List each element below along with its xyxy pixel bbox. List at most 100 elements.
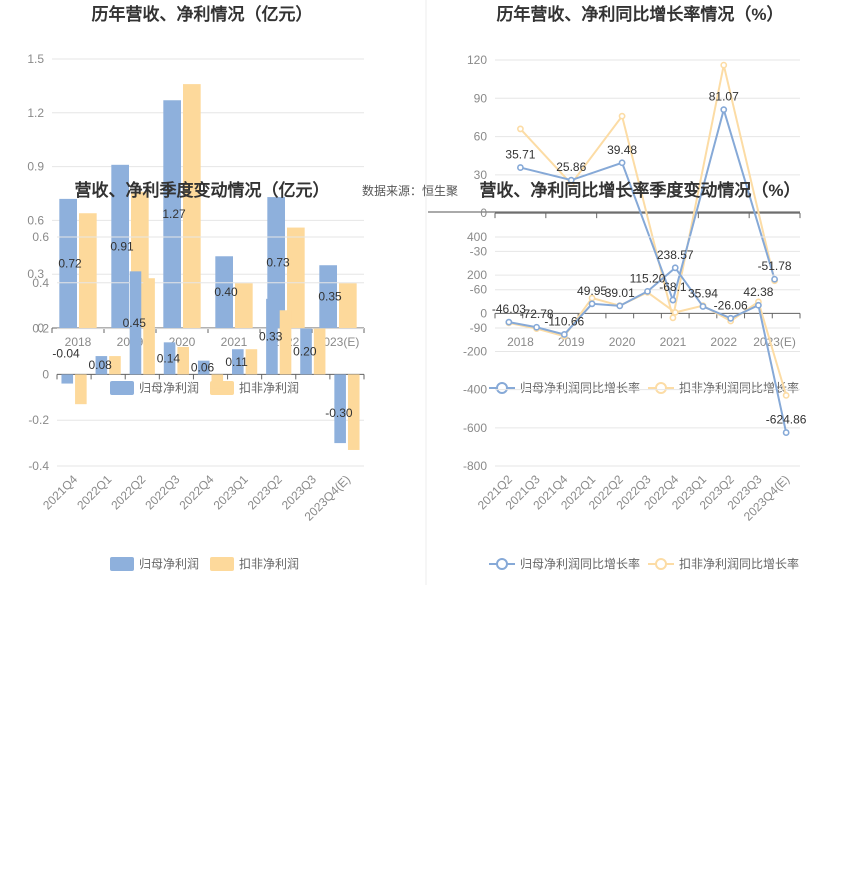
bar-parent-net-profit	[232, 349, 244, 375]
y-tick-label: -400	[463, 383, 487, 397]
legend-marker[interactable]	[655, 382, 667, 394]
y-tick-label: 0	[480, 206, 487, 220]
chart-title: 营收、净利季度变动情况（亿元）	[75, 180, 330, 200]
data-label: -72.78	[520, 307, 554, 321]
y-tick-label: -0.2	[28, 413, 49, 427]
bar-deducted-net-profit	[177, 346, 189, 375]
series-point	[671, 308, 679, 316]
legend-label[interactable]: 归母净利润	[139, 381, 199, 395]
y-tick-label: -0.4	[28, 459, 49, 473]
y-tick-label: 200	[467, 268, 487, 282]
y-tick-label: -600	[463, 421, 487, 435]
series-point	[567, 176, 575, 184]
y-tick-label: 0	[480, 306, 487, 320]
x-tick-label: 2022Q4	[177, 472, 217, 512]
legend-label[interactable]: 扣非净利润同比增长率	[679, 380, 799, 395]
y-tick-label: 0	[37, 321, 44, 335]
data-label: 0.73	[266, 256, 290, 270]
legend-marker[interactable]	[496, 382, 508, 394]
data-label: 0.35	[318, 290, 342, 304]
series-point	[671, 264, 679, 272]
bar-parent-net-profit	[267, 197, 285, 328]
series-point	[616, 302, 624, 310]
bar-parent-net-profit	[163, 100, 181, 328]
x-tick-label: 2018	[507, 335, 534, 349]
x-tick-label: 2022Q1	[74, 472, 114, 512]
series-point	[588, 300, 596, 308]
x-tick-label: 2022Q2	[108, 472, 148, 512]
y-tick-label: 0.6	[32, 230, 49, 244]
bar-deducted-net-profit	[313, 328, 326, 375]
data-label: 0.33	[259, 330, 283, 344]
y-tick-label: 0.3	[27, 267, 44, 281]
legend-marker[interactable]	[655, 558, 667, 570]
bar-parent-net-profit	[300, 328, 312, 375]
data-label: -110.66	[544, 314, 584, 328]
x-tick-label: 2021	[221, 335, 248, 349]
bar-deducted-net-profit	[143, 278, 155, 375]
y-tick-label: -800	[463, 459, 487, 473]
series-point	[755, 301, 762, 309]
series-line-deducted-growth	[519, 64, 776, 319]
x-tick-label: 2021	[660, 335, 687, 349]
y-tick-label: 60	[474, 130, 488, 144]
series-point	[727, 314, 735, 322]
legend-swatch[interactable]	[110, 557, 134, 571]
legend-label[interactable]: 扣非净利润	[239, 381, 299, 395]
x-tick-label: 2023Q1	[211, 472, 251, 512]
bar-parent-net-profit	[61, 374, 74, 384]
chart-title: 历年营收、净利情况（亿元）	[92, 4, 313, 24]
data-label: 42.38	[743, 285, 773, 299]
legend-label[interactable]: 归母净利润	[139, 557, 199, 571]
y-tick-label: 0.2	[32, 322, 49, 336]
data-label: -0.04	[52, 347, 80, 361]
y-tick-label: 1.2	[27, 106, 44, 120]
bar-deducted-net-profit	[279, 310, 292, 375]
x-tick-label: 2018	[65, 335, 92, 349]
bar-deducted-net-profit	[75, 374, 87, 405]
bar-deducted-net-profit	[183, 84, 201, 329]
x-tick-label: 2023Q2	[245, 472, 285, 512]
series-point	[699, 303, 707, 310]
chart-title: 营收、净利同比增长率季度变动情况（%）	[479, 180, 800, 200]
legend-label[interactable]: 归母净利润同比增长率	[520, 556, 640, 571]
series-point	[533, 323, 540, 331]
legend-label[interactable]: 归母净利润同比增长率	[520, 380, 640, 395]
series-point	[560, 331, 568, 338]
data-label: 0.72	[58, 256, 82, 270]
data-label: 39.01	[605, 286, 635, 300]
series-point	[782, 391, 790, 399]
y-tick-label: 0.6	[27, 213, 44, 227]
y-tick-label: 1.5	[27, 52, 44, 66]
data-label: -26.06	[714, 298, 748, 312]
series-point	[782, 429, 790, 436]
legend-swatch[interactable]	[210, 557, 234, 571]
bar-deducted-net-profit	[211, 374, 224, 389]
data-label: 0.14	[157, 351, 181, 365]
series-point	[771, 275, 778, 283]
data-label: 0.08	[88, 358, 112, 372]
bar-parent-net-profit	[266, 298, 278, 375]
bar-parent-net-profit	[163, 342, 176, 375]
data-label: 25.86	[556, 160, 586, 174]
bar-deducted-net-profit	[245, 349, 258, 375]
y-tick-label: -200	[463, 345, 487, 359]
legend-swatch[interactable]	[110, 381, 134, 395]
bar-parent-net-profit	[319, 265, 337, 328]
series-point	[618, 112, 626, 120]
legend-label[interactable]: 扣非净利润同比增长率	[679, 556, 799, 571]
bar-parent-net-profit	[111, 164, 129, 328]
legend-label[interactable]: 扣非净利润	[239, 557, 299, 571]
data-source-text: 数据来源：恒生聚	[362, 183, 458, 198]
data-label: 0.20	[293, 345, 317, 359]
y-tick-label: -30	[470, 244, 488, 258]
legend-marker[interactable]	[496, 558, 508, 570]
bar-parent-net-profit	[129, 271, 142, 375]
x-tick-label: 2022Q3	[142, 472, 182, 512]
data-label: 0.45	[123, 316, 147, 330]
x-tick-label: 2020	[609, 335, 636, 349]
series-line-parent-growth	[520, 106, 776, 304]
x-tick-label: 2020	[169, 335, 196, 349]
bar-deducted-net-profit	[235, 283, 253, 328]
